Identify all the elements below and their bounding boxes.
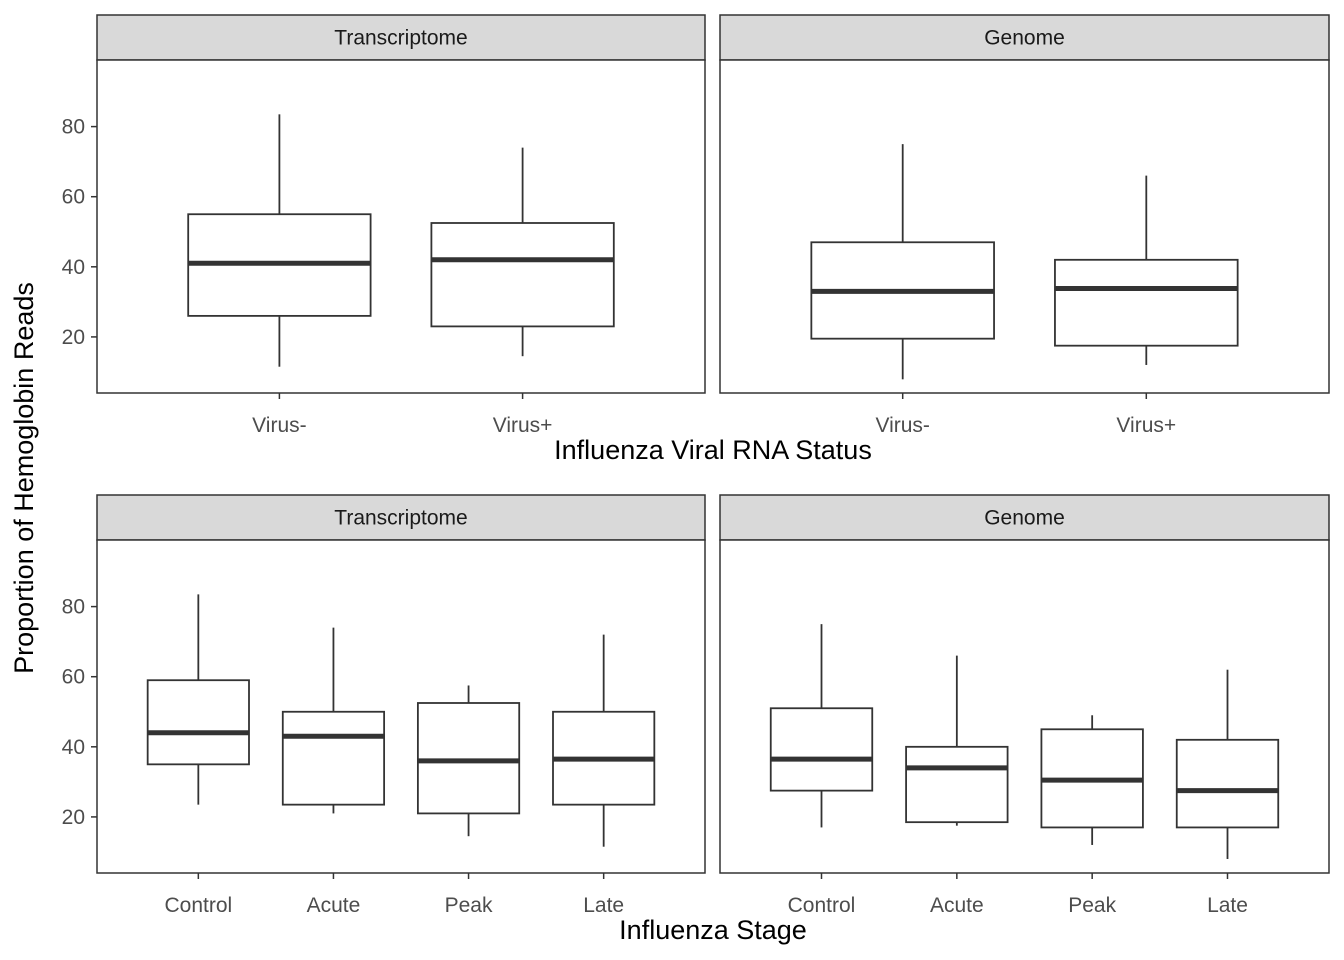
box-late [552, 634, 656, 847]
y-tick-label: 80 [62, 116, 85, 139]
x-tick-label: Peak [1068, 894, 1116, 917]
box-virus [187, 114, 372, 367]
x-tick-label: Virus+ [1116, 414, 1176, 437]
x-tick-label: Late [1207, 894, 1248, 917]
iqr-box [146, 679, 250, 766]
x-tick-label: Virus+ [493, 414, 553, 437]
facet-genome: Genome Control Acute Peak Late [719, 494, 1330, 917]
iqr-box [769, 707, 874, 792]
x-tick-label: Acute [930, 894, 984, 917]
facet-strip [96, 14, 706, 61]
x-tick-label: Virus- [875, 414, 929, 437]
box-control [146, 594, 250, 805]
y-tick-label: 60 [62, 186, 85, 209]
y-tick-label: 60 [62, 666, 85, 689]
box-virus [430, 147, 615, 357]
y-tick-label: 80 [62, 596, 85, 619]
charts-group: Transcriptome 20 40 60 80 Virus- Virus+ Genome V… [62, 14, 1330, 945]
iqr-box [416, 702, 521, 815]
iqr-box [430, 222, 615, 328]
facet-title: Transcriptome [334, 27, 467, 50]
box-virus [810, 144, 995, 380]
facet-transcriptome: Transcriptome 20 40 60 80 Virus- Virus+ [62, 14, 706, 437]
facet-title: Transcriptome [334, 507, 467, 530]
chart-2: Transcriptome 20 40 60 80 Control Acute Peak Lat… [62, 494, 1330, 945]
x-tick-label: Late [583, 894, 624, 917]
box-peak [416, 685, 521, 837]
x-axis-title: Influenza Viral RNA Status [554, 435, 872, 465]
x-tick-label: Acute [307, 894, 361, 917]
x-tick-label: Virus- [252, 414, 306, 437]
y-axis-title: Proportion of Hemoglobin Reads [9, 282, 39, 674]
iqr-box [905, 745, 1009, 824]
box-late [1175, 669, 1280, 859]
box-acute [281, 627, 386, 814]
y-tick-label: 20 [62, 806, 85, 829]
facet-title: Genome [984, 507, 1065, 530]
x-axis-title: Influenza Stage [619, 915, 807, 945]
box-acute [905, 655, 1009, 826]
iqr-box [1054, 258, 1239, 347]
box-virus [1054, 175, 1239, 365]
x-tick-label: Control [164, 894, 232, 917]
box-peak [1040, 715, 1144, 845]
facet-genome: Genome Virus- Virus+ [719, 14, 1330, 437]
y-tick-label: 20 [62, 326, 85, 349]
facet-transcriptome: Transcriptome 20 40 60 80 Control Acute Peak Lat… [62, 494, 706, 917]
x-tick-label: Control [788, 894, 856, 917]
box-control [769, 624, 874, 828]
iqr-box [1175, 738, 1280, 829]
y-tick-label: 40 [62, 256, 85, 279]
x-tick-label: Peak [445, 894, 493, 917]
chart-1: Transcriptome 20 40 60 80 Virus- Virus+ Genome V… [62, 14, 1330, 465]
facet-title: Genome [984, 27, 1065, 50]
y-tick-label: 40 [62, 736, 85, 759]
iqr-box [281, 710, 386, 806]
facet-strip [96, 494, 706, 541]
